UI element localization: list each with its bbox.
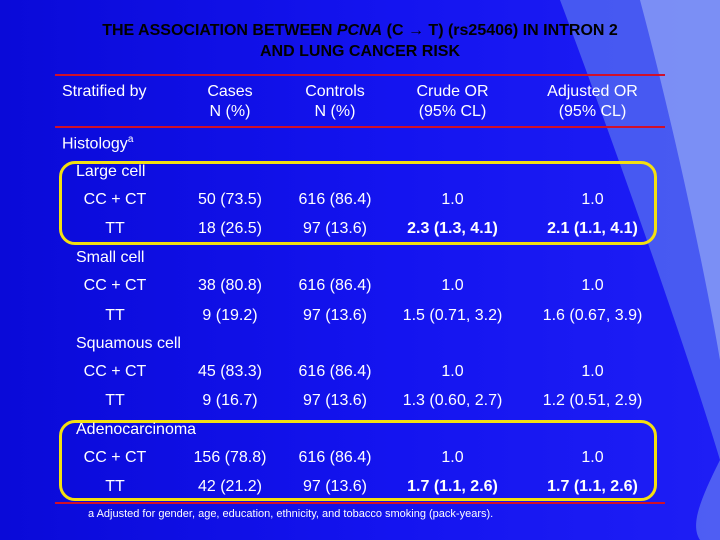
table-cell-cases: 156 (78.8)	[193, 449, 267, 466]
header-crude-or: Crude OR (95% CL)	[390, 82, 515, 122]
table-cell-cases: 42 (21.2)	[197, 478, 263, 495]
header-top-rule	[55, 74, 665, 76]
slide-title: THE ASSOCIATION BETWEEN PCNA (C → T) (rs…	[0, 20, 720, 62]
table-cell-adjusted: 1.0	[581, 191, 604, 208]
table-cell-crude: 1.7 (1.1, 2.6)	[407, 478, 498, 495]
header-bottom-rule	[55, 126, 665, 128]
table-cell-crude: 1.0	[441, 191, 464, 208]
header-adjusted-or: Adjusted OR (95% CL)	[525, 82, 660, 122]
histology-footnote-mark: a	[127, 134, 134, 145]
group-label-small-cell: Small cell	[76, 249, 145, 266]
table-cell-controls: 97 (13.6)	[302, 392, 368, 409]
table-cell-genotype: CC + CT	[83, 191, 147, 208]
title-gene: PCNA	[336, 22, 383, 39]
header-crude-line2: (95% CL)	[418, 103, 487, 120]
title-suffix: (C → T) (rs25406) IN INTRON 2	[382, 22, 618, 39]
histology-label: Histologya	[62, 134, 134, 153]
table-cell-controls: 616 (86.4)	[298, 277, 372, 294]
table-cell-controls: 616 (86.4)	[298, 363, 372, 380]
table-cell-cases: 38 (80.8)	[197, 277, 263, 294]
header-cases-line2: N (%)	[209, 103, 251, 120]
table-cell-genotype: TT	[105, 478, 125, 495]
table-cell-crude: 1.5 (0.71, 3.2)	[402, 307, 503, 324]
table-cell-controls: 97 (13.6)	[302, 220, 368, 237]
table-cell-adjusted: 1.6 (0.67, 3.9)	[542, 307, 643, 324]
highlight-box-large-cell	[59, 161, 657, 245]
header-adjusted-line1: Adjusted OR	[547, 83, 638, 100]
table-cell-adjusted: 1.0	[581, 449, 604, 466]
highlight-box-adenocarcinoma	[59, 420, 657, 501]
table-cell-controls: 97 (13.6)	[302, 307, 368, 324]
table-cell-adjusted: 1.0	[581, 363, 604, 380]
table-cell-cases: 18 (26.5)	[197, 220, 263, 237]
table-cell-genotype: CC + CT	[83, 363, 147, 380]
table-cell-genotype: CC + CT	[83, 449, 147, 466]
table-cell-crude: 2.3 (1.3, 4.1)	[407, 220, 498, 237]
header-controls-line2: N (%)	[314, 103, 356, 120]
header-cases-line1: Cases	[207, 83, 253, 100]
table-cell-adjusted: 1.7 (1.1, 2.6)	[547, 478, 638, 495]
table-cell-controls: 616 (86.4)	[298, 449, 372, 466]
header-controls: Controls N (%)	[285, 82, 385, 122]
group-label-adenocarcinoma: Adenocarcinoma	[76, 421, 197, 438]
table-cell-genotype: TT	[105, 307, 125, 324]
table-cell-cases: 50 (73.5)	[197, 191, 263, 208]
header-controls-line1: Controls	[305, 83, 365, 100]
table-cell-controls: 616 (86.4)	[298, 191, 372, 208]
table-cell-adjusted: 1.2 (0.51, 2.9)	[542, 392, 643, 409]
table-cell-crude: 1.0	[441, 277, 464, 294]
group-label-squamous-cell: Squamous cell	[76, 335, 181, 352]
table-cell-adjusted: 1.0	[581, 277, 604, 294]
table-cell-cases: 45 (83.3)	[197, 363, 263, 380]
header-stratified: Stratified by	[62, 83, 147, 100]
title-line-2: AND LUNG CANCER RISK	[260, 43, 460, 60]
group-label-large-cell: Large cell	[76, 163, 146, 180]
table-cell-adjusted: 2.1 (1.1, 4.1)	[547, 220, 638, 237]
table-cell-genotype: CC + CT	[83, 277, 147, 294]
table-cell-cases: 9 (19.2)	[202, 307, 258, 324]
table-cell-genotype: TT	[105, 220, 125, 237]
table-cell-genotype: TT	[105, 392, 125, 409]
table-cell-crude: 1.0	[441, 449, 464, 466]
table-cell-crude: 1.3 (0.60, 2.7)	[402, 392, 503, 409]
header-crude-line1: Crude OR	[416, 83, 489, 100]
table-cell-controls: 97 (13.6)	[302, 478, 368, 495]
header-cases: Cases N (%)	[185, 82, 275, 122]
footnote: a Adjusted for gender, age, education, e…	[88, 508, 494, 520]
table-cell-cases: 9 (16.7)	[202, 392, 258, 409]
table-cell-crude: 1.0	[441, 363, 464, 380]
title-prefix: THE ASSOCIATION BETWEEN	[102, 22, 337, 39]
header-adjusted-line2: (95% CL)	[558, 103, 627, 120]
table-bottom-rule	[55, 502, 665, 504]
